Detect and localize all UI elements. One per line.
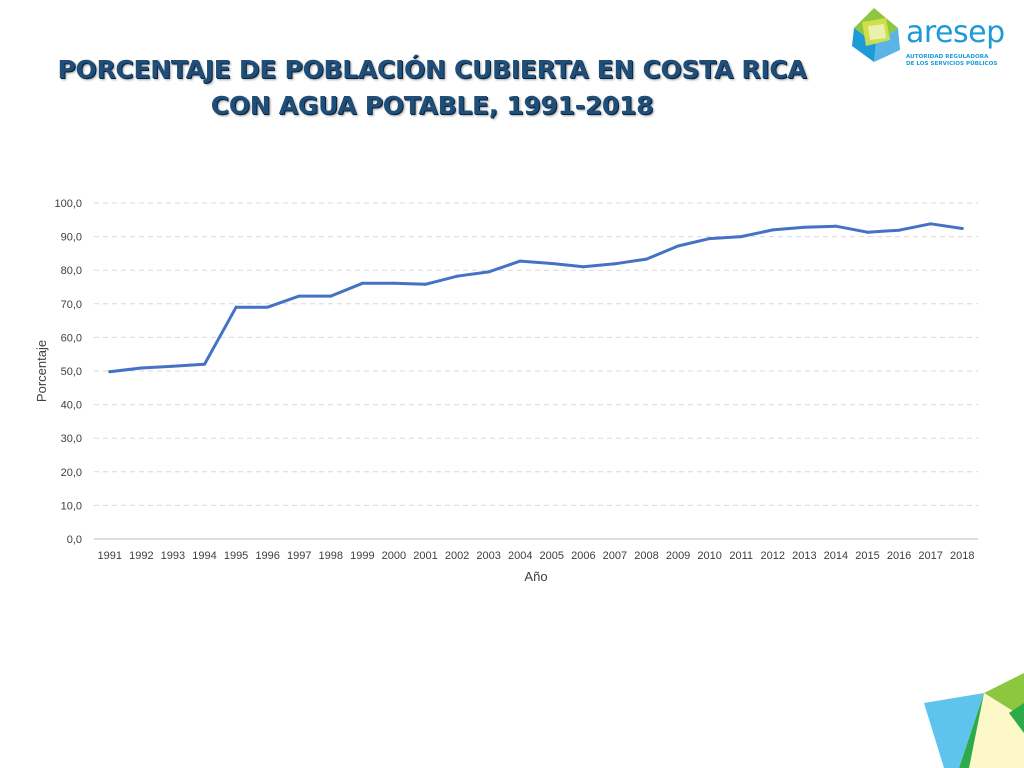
data-point — [392, 281, 396, 285]
data-point — [802, 225, 806, 229]
x-tick-label: 2014 — [824, 550, 848, 562]
data-point — [676, 244, 680, 248]
x-tick-label: 1995 — [224, 550, 248, 562]
x-tick-label: 2003 — [476, 550, 500, 562]
data-point — [424, 282, 427, 286]
data-point — [203, 362, 206, 366]
data-point — [487, 270, 491, 274]
x-axis-ticks: 1991 1992 1993 1994 1995 1996 1997 1998 1999 2000… — [98, 550, 975, 562]
y-tick-label: 100,0 — [54, 198, 82, 210]
corner-decoration — [924, 673, 1024, 768]
data-point — [360, 281, 364, 285]
logo-tagline: AUTORIDAD REGULADORA DE LOS SERVICIOS PÚ… — [906, 54, 1002, 68]
data-point — [139, 366, 143, 370]
x-tick-label: 2017 — [918, 550, 942, 562]
y-tick-label: 0,0 — [67, 534, 82, 546]
data-point — [866, 230, 869, 234]
y-tick-label: 10,0 — [61, 500, 82, 512]
x-tick-label: 1999 — [350, 550, 374, 562]
data-point — [708, 237, 712, 241]
data-point — [834, 224, 838, 228]
x-tick-label: 1997 — [287, 550, 311, 562]
aresep-logo: aresep AUTORIDAD REGULADORA DE LOS SERVI… — [848, 6, 1005, 70]
x-tick-label: 2009 — [666, 550, 690, 562]
x-tick-label: 1993 — [161, 550, 185, 562]
series-line — [108, 222, 964, 374]
logo-tagline-line2: DE LOS SERVICIOS PÚBLICOS — [906, 61, 998, 67]
x-tick-label: 2018 — [950, 550, 974, 562]
data-point — [171, 364, 175, 368]
x-tick-label: 2016 — [887, 550, 911, 562]
logo-name: aresep — [906, 15, 1005, 50]
x-tick-label: 2011 — [729, 550, 753, 562]
data-point — [234, 305, 238, 309]
x-tick-label: 2005 — [540, 550, 564, 562]
page-title: PORCENTAJE DE POBLACIÓN CUBIERTA EN COST… — [57, 55, 807, 120]
data-point — [266, 305, 270, 309]
data-point — [581, 265, 585, 269]
logo-tagline-line1: AUTORIDAD REGULADORA — [906, 54, 989, 60]
y-tick-label: 50,0 — [61, 366, 82, 378]
x-tick-label: 2007 — [603, 550, 627, 562]
x-tick-label: 1998 — [319, 550, 343, 562]
data-point — [613, 262, 617, 266]
data-point — [108, 370, 112, 374]
x-tick-label: 2013 — [792, 550, 816, 562]
y-axis-ticks: 0,0 10,0 20,0 30,0 40,0 50,0 60,0 70,0 80,0 90,0 1… — [54, 198, 82, 546]
x-tick-label: 1996 — [255, 550, 279, 562]
data-point — [518, 259, 522, 263]
x-tick-label: 2000 — [382, 550, 406, 562]
aresep-logo-icon — [852, 8, 900, 62]
data-point — [929, 222, 933, 226]
x-tick-label: 2001 — [413, 550, 437, 562]
x-tick-label: 2004 — [508, 550, 532, 562]
data-point — [771, 228, 775, 232]
data-point — [897, 228, 901, 232]
y-tick-label: 70,0 — [61, 299, 82, 311]
y-tick-label: 60,0 — [61, 332, 82, 344]
y-tick-label: 20,0 — [61, 467, 82, 479]
x-tick-label: 2012 — [761, 550, 785, 562]
chart-grid — [94, 202, 978, 540]
data-point — [550, 261, 554, 265]
y-tick-label: 40,0 — [61, 400, 82, 412]
data-point — [645, 257, 648, 261]
x-tick-label: 2006 — [571, 550, 595, 562]
x-tick-label: 1992 — [129, 550, 153, 562]
y-tick-label: 30,0 — [61, 433, 82, 445]
x-axis-label: Año — [524, 569, 547, 584]
x-tick-label: 2008 — [634, 550, 658, 562]
x-tick-label: 1991 — [98, 550, 122, 562]
data-point — [960, 227, 964, 231]
x-tick-label: 2010 — [697, 550, 721, 562]
data-point — [297, 294, 301, 298]
y-tick-label: 80,0 — [61, 265, 82, 277]
series-points — [108, 222, 964, 374]
y-tick-label: 90,0 — [61, 232, 82, 244]
data-point — [455, 274, 459, 278]
data-point — [739, 235, 743, 239]
x-tick-label: 2002 — [445, 550, 469, 562]
data-point — [329, 294, 333, 298]
x-tick-label: 2015 — [855, 550, 879, 562]
y-axis-label: Porcentaje — [34, 340, 49, 402]
x-tick-label: 1994 — [192, 550, 216, 562]
